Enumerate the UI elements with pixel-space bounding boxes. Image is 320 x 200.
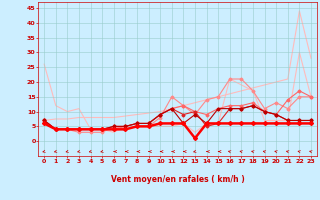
X-axis label: Vent moyen/en rafales ( km/h ): Vent moyen/en rafales ( km/h ) <box>111 175 244 184</box>
